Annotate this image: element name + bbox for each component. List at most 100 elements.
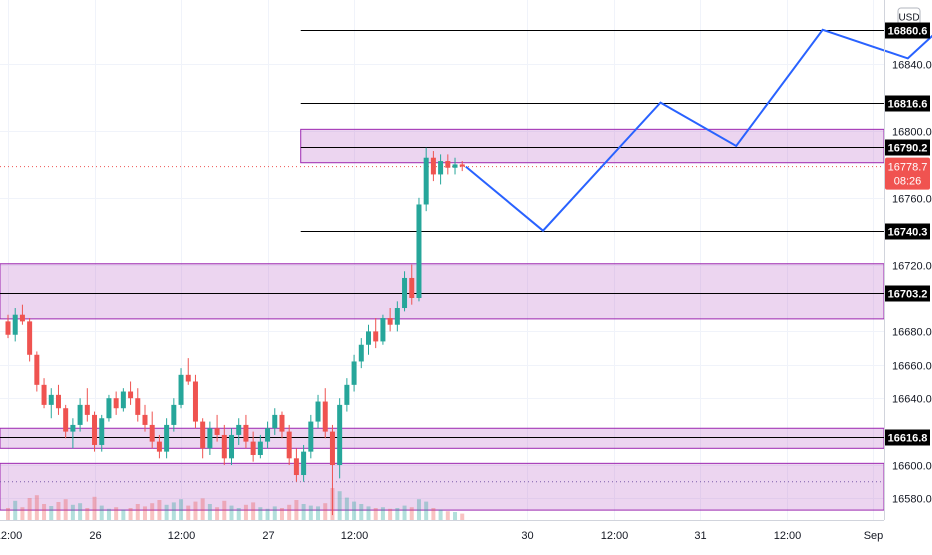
supply-demand-zone[interactable] xyxy=(0,263,885,320)
volume-bar xyxy=(229,505,234,520)
candle xyxy=(329,424,335,516)
volume-bar xyxy=(395,508,400,520)
candle-body xyxy=(445,161,451,168)
axis-layer: USD 16580.016600.016640.016660.016680.01… xyxy=(0,0,932,542)
y-tick-label: 16840.0 xyxy=(892,60,932,72)
volume-bar xyxy=(460,513,465,520)
candle xyxy=(128,381,134,405)
volume-bar xyxy=(128,508,133,520)
candle xyxy=(459,161,465,172)
volume-bar xyxy=(279,508,284,520)
volume-bar xyxy=(20,507,25,520)
level-price-label: 16703.2 xyxy=(888,289,928,301)
volume-bar xyxy=(106,508,111,520)
candle-body xyxy=(192,381,198,422)
candle-body xyxy=(41,384,47,405)
candle-body xyxy=(423,157,429,205)
candle-body xyxy=(229,434,235,459)
x-tick-label: 12:00 xyxy=(341,530,369,542)
levels-layer xyxy=(0,30,884,483)
candle-body xyxy=(113,398,119,409)
candle-body xyxy=(63,408,69,432)
candle-body xyxy=(366,331,371,345)
supply-demand-zone[interactable] xyxy=(0,427,885,449)
candle xyxy=(337,398,343,479)
y-tick-label: 16800.0 xyxy=(892,127,932,139)
candle xyxy=(156,434,162,459)
volume-bar xyxy=(121,509,126,520)
candle-body xyxy=(243,424,249,442)
candle-body xyxy=(337,404,343,465)
candle xyxy=(149,411,155,449)
candle-body xyxy=(149,424,155,442)
level-price-box xyxy=(885,223,930,240)
level-price-box xyxy=(885,22,930,39)
volume-bar xyxy=(78,503,83,520)
candle-body xyxy=(387,318,393,325)
volume-bar xyxy=(373,508,378,520)
candle-body xyxy=(373,331,379,342)
candle-body xyxy=(120,391,126,409)
supply-demand-zone[interactable] xyxy=(0,462,885,511)
candle-body xyxy=(214,428,220,435)
volume-bar xyxy=(453,512,458,520)
candle-body xyxy=(135,398,141,415)
candle xyxy=(207,421,213,455)
volume-bar xyxy=(193,501,198,520)
volume-bar xyxy=(402,505,407,520)
candle xyxy=(113,391,119,415)
volume-bar xyxy=(388,508,393,520)
currency-badge[interactable]: USD xyxy=(897,7,921,26)
x-tick-label: Sep xyxy=(864,530,884,542)
candle-body xyxy=(265,428,271,442)
candle-body xyxy=(164,424,170,452)
candle xyxy=(315,394,321,429)
volume-bar xyxy=(236,508,241,520)
volume-bar xyxy=(366,506,371,520)
candle xyxy=(135,388,141,422)
volume-bar xyxy=(207,504,212,520)
y-tick-label: 16580.0 xyxy=(892,494,932,506)
candle-body xyxy=(48,394,54,405)
candle xyxy=(250,431,256,462)
volume-bar xyxy=(157,500,162,520)
volume-bar xyxy=(13,500,18,520)
volume-bar xyxy=(409,507,414,520)
candle-body xyxy=(5,321,11,335)
candle xyxy=(229,428,235,465)
volume-bar xyxy=(27,498,32,520)
x-tick-labels: 12:00 26 12:00 27 12:00 30 12:00 31 12:00 Sep xyxy=(0,530,883,542)
candle xyxy=(344,378,350,412)
candle xyxy=(106,394,112,422)
supply-demand-zone[interactable] xyxy=(300,128,885,164)
volume-bar xyxy=(222,500,227,520)
volume-bar xyxy=(344,497,349,520)
volume-bar xyxy=(186,505,191,520)
candle-body xyxy=(128,391,134,399)
candle-body xyxy=(178,374,184,405)
level-price-box xyxy=(885,285,930,302)
x-tick-label: 12:00 xyxy=(601,530,629,542)
y-tick-label: 16760.0 xyxy=(892,194,932,206)
candle xyxy=(402,271,408,312)
projection-path[interactable] xyxy=(465,0,932,233)
candle-body xyxy=(92,414,98,445)
level-price-label: 16860.6 xyxy=(888,26,928,38)
volume-bar xyxy=(215,507,220,520)
y-tick-label: 16660.0 xyxy=(892,361,932,373)
candle-body xyxy=(416,204,422,298)
candle-body xyxy=(250,441,256,455)
volume-bar xyxy=(380,507,385,520)
volume-bar xyxy=(416,499,421,520)
x-tick-label: 12:00 xyxy=(0,530,22,542)
candle xyxy=(185,358,191,385)
volume-bar xyxy=(99,505,104,520)
candle xyxy=(293,448,299,482)
volume-bar xyxy=(56,502,61,520)
candle xyxy=(178,368,184,409)
candle xyxy=(99,414,105,452)
candle xyxy=(92,411,98,452)
volume-bar xyxy=(265,508,270,520)
